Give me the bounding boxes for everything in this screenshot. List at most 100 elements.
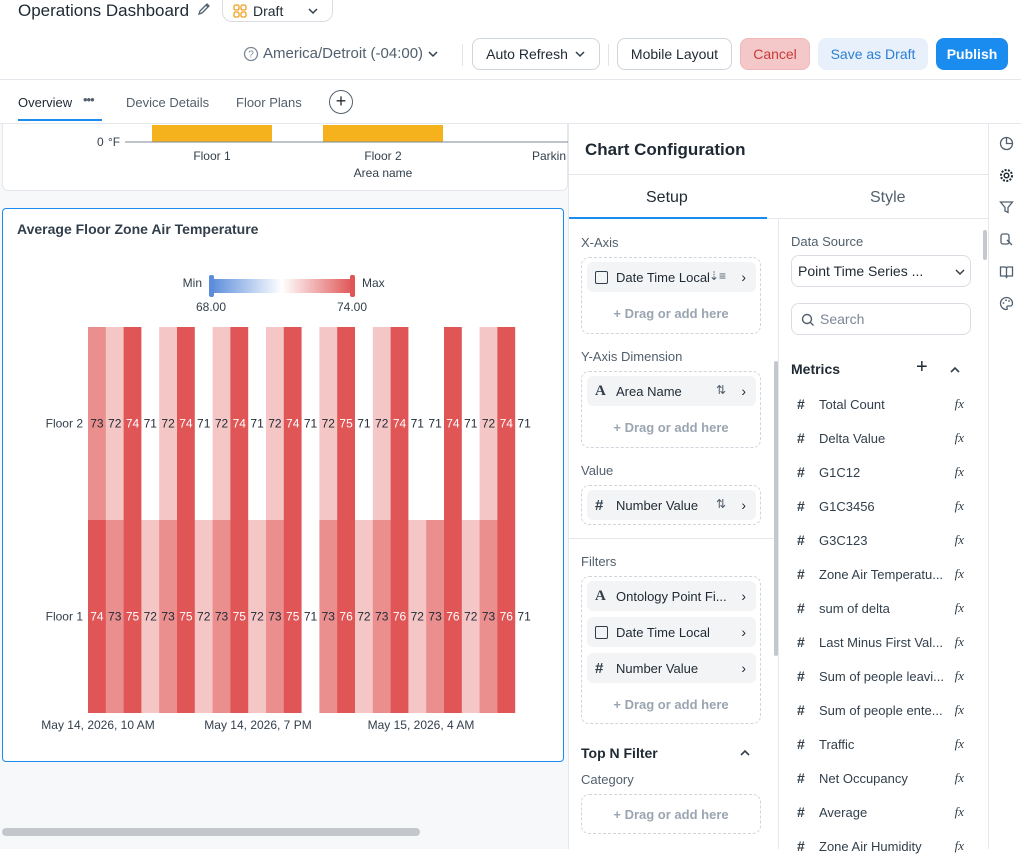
heatmap-cell[interactable] xyxy=(497,327,516,520)
x-axis-dropzone[interactable]: Date Time Local ⇣≡ › + Drag or add here xyxy=(581,257,761,334)
metric-item[interactable]: # Average fx xyxy=(797,804,972,824)
heatmap-cell[interactable] xyxy=(497,520,516,713)
chevron-right-icon[interactable]: › xyxy=(741,383,746,399)
heatmap-cell[interactable] xyxy=(194,520,213,713)
heatmap-cell[interactable] xyxy=(123,327,142,520)
status-dropdown[interactable]: Draft xyxy=(222,0,333,22)
heatmap-cell[interactable] xyxy=(461,327,480,520)
metric-item[interactable]: # Sum of people ente... fx xyxy=(797,702,972,722)
heatmap-cell[interactable] xyxy=(159,327,178,520)
heatmap-cell[interactable] xyxy=(301,327,320,520)
heatmap-cell[interactable] xyxy=(319,327,338,520)
chart-type-icon[interactable] xyxy=(999,136,1014,151)
x-axis-field-pill[interactable]: Date Time Local ⇣≡ › xyxy=(587,262,756,292)
auto-refresh-button[interactable]: Auto Refresh xyxy=(472,38,600,70)
chevron-up-icon[interactable] xyxy=(739,747,751,759)
tab-device-details[interactable]: Device Details xyxy=(126,95,210,110)
chevron-right-icon[interactable]: › xyxy=(741,269,746,285)
heatmap-cell[interactable] xyxy=(212,327,231,520)
add-metric-button[interactable]: + xyxy=(916,356,928,378)
metrics-search-input[interactable]: Search xyxy=(791,303,971,335)
heatmap-cell[interactable] xyxy=(408,520,427,713)
formula-icon[interactable]: fx xyxy=(954,804,964,819)
value-dropzone[interactable]: # Number Value ⇅ › xyxy=(581,485,761,525)
heatmap-cell[interactable] xyxy=(355,520,374,713)
heatmap-cell[interactable] xyxy=(515,520,534,713)
heatmap-cell[interactable] xyxy=(123,520,142,713)
filter-pill[interactable]: # Number Value › xyxy=(587,653,756,683)
metric-item[interactable]: # Zone Air Humidity fx xyxy=(797,838,972,858)
heatmap-cell[interactable] xyxy=(337,327,356,520)
metric-item[interactable]: # Zone Air Temperatu... fx xyxy=(797,566,972,586)
formula-icon[interactable]: fx xyxy=(954,668,964,683)
heatmap-cell[interactable] xyxy=(266,327,285,520)
tab-floor-plans[interactable]: Floor Plans xyxy=(236,95,302,110)
tab-style[interactable]: Style xyxy=(870,189,906,206)
add-x-axis-button[interactable]: + Drag or add here xyxy=(613,306,729,321)
heatmap-cell[interactable] xyxy=(88,327,107,520)
formula-icon[interactable]: fx xyxy=(954,430,964,445)
y-axis-field-pill[interactable]: A Area Name ⇅ › xyxy=(587,376,756,406)
publish-button[interactable]: Publish xyxy=(936,38,1008,70)
heatmap-cell[interactable] xyxy=(426,520,445,713)
chevron-right-icon[interactable]: › xyxy=(741,660,746,676)
formula-icon[interactable]: fx xyxy=(954,566,964,581)
add-y-axis-button[interactable]: + Drag or add here xyxy=(613,420,729,435)
tab-more-icon[interactable]: ••• xyxy=(83,92,95,107)
heatmap-cell[interactable] xyxy=(141,520,160,713)
cancel-button[interactable]: Cancel xyxy=(740,38,810,70)
heatmap-cell[interactable] xyxy=(479,520,498,713)
timezone-selector[interactable]: ? America/Detroit (-04:00) xyxy=(243,45,439,62)
setup-scrollbar[interactable] xyxy=(774,361,778,656)
heatmap-cell[interactable] xyxy=(230,327,249,520)
formula-icon[interactable]: fx xyxy=(954,634,964,649)
sort-icon[interactable]: ⇅ xyxy=(715,497,726,511)
heatmap-cell[interactable] xyxy=(426,327,445,520)
edit-title-icon[interactable] xyxy=(196,1,212,17)
metric-item[interactable]: # Total Count fx xyxy=(797,396,972,416)
value-field-pill[interactable]: # Number Value ⇅ › xyxy=(587,490,756,520)
datasource-scrollbar[interactable] xyxy=(983,230,987,260)
formula-icon[interactable]: fx xyxy=(954,532,964,547)
metric-item[interactable]: # G1C3456 fx xyxy=(797,498,972,518)
heatmap-cell[interactable] xyxy=(444,327,463,520)
formula-icon[interactable]: fx xyxy=(954,702,964,717)
heatmap-cell[interactable] xyxy=(177,327,196,520)
chevron-right-icon[interactable]: › xyxy=(741,497,746,513)
add-tab-button[interactable]: + xyxy=(329,90,353,114)
metric-item[interactable]: # G3C123 fx xyxy=(797,532,972,552)
filter-pill[interactable]: A Ontology Point Fi... › xyxy=(587,581,756,611)
heatmap-cell[interactable] xyxy=(444,520,463,713)
formula-icon[interactable]: fx xyxy=(954,736,964,751)
category-dropzone[interactable]: + Drag or add here xyxy=(581,794,761,834)
heatmap-cell[interactable] xyxy=(194,327,213,520)
heatmap-cell[interactable] xyxy=(283,520,302,713)
heatmap-cell[interactable] xyxy=(390,327,409,520)
heatmap-cell[interactable] xyxy=(141,327,160,520)
heatmap-cell[interactable] xyxy=(479,327,498,520)
heatmap-cell[interactable] xyxy=(301,520,320,713)
formula-icon[interactable]: fx xyxy=(954,396,964,411)
formula-icon[interactable]: fx xyxy=(954,600,964,615)
heatmap-cell[interactable] xyxy=(337,520,356,713)
heatmap-card[interactable]: Average Floor Zone Air Temperature Min M… xyxy=(2,208,564,762)
heatmap-cell[interactable] xyxy=(390,520,409,713)
heatmap-cell[interactable] xyxy=(105,327,124,520)
metric-item[interactable]: # Sum of people leavi... fx xyxy=(797,668,972,688)
book-icon[interactable] xyxy=(999,264,1014,279)
heatmap-cell[interactable] xyxy=(283,327,302,520)
heatmap-cell[interactable] xyxy=(212,520,231,713)
sort-icon[interactable]: ⇅ xyxy=(715,383,726,397)
heatmap-cell[interactable] xyxy=(159,520,178,713)
heatmap-cell[interactable] xyxy=(515,327,534,520)
chevron-up-icon[interactable] xyxy=(949,364,961,376)
heatmap-cell[interactable] xyxy=(248,327,267,520)
horizontal-scrollbar[interactable] xyxy=(2,828,420,836)
formula-icon[interactable]: fx xyxy=(954,770,964,785)
filter-pill[interactable]: Date Time Local › xyxy=(587,617,756,647)
formula-icon[interactable]: fx xyxy=(954,498,964,513)
formula-icon[interactable]: fx xyxy=(954,838,964,853)
add-category-button[interactable]: + Drag or add here xyxy=(613,807,729,822)
mobile-layout-button[interactable]: Mobile Layout xyxy=(617,38,732,70)
bar-chart-card[interactable]: 0 °F Floor 1 Floor 2 Parkin Area name xyxy=(2,124,568,191)
